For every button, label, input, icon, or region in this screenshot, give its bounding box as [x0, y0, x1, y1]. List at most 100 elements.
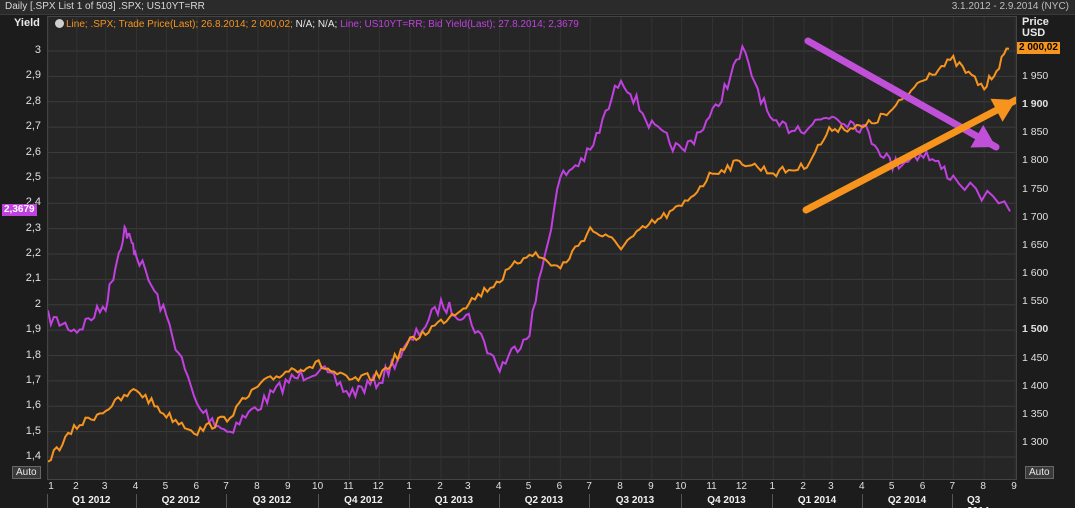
quarter-separator: [409, 494, 411, 508]
right-tick-label: 1 500: [1022, 323, 1049, 336]
quarter-separator: [135, 494, 137, 508]
left-axis-label: Yield: [14, 17, 40, 29]
month-tick-label: 4: [132, 481, 139, 492]
right-tick-label: 1 700: [1022, 210, 1049, 223]
chart-title: Daily [.SPX List 1 of 503] .SPX; US10YT=…: [5, 1, 205, 12]
quarter-label: Q3 2013: [615, 495, 655, 506]
month-tick-label: 9: [284, 481, 291, 492]
quarter-separator: [226, 494, 228, 508]
price-value-badge: 2 000,02: [1017, 41, 1060, 54]
currency-label: USD: [1022, 27, 1046, 39]
plot-area[interactable]: [47, 16, 1017, 480]
right-tick-label: 1 300: [1022, 436, 1049, 448]
quarter-label: Q2 2012: [161, 495, 200, 506]
left-auto-button[interactable]: Auto: [12, 466, 41, 479]
quarter-label: Q3 2012: [252, 495, 292, 506]
yield-value-badge: 2,3679: [2, 204, 37, 217]
quarter-label: Q2 2013: [524, 495, 564, 506]
month-tick-label: 5: [888, 481, 895, 492]
month-tick-label: 8: [617, 481, 623, 492]
quarter-separator: [680, 494, 682, 508]
month-tick-label: 3: [101, 481, 108, 492]
month-tick-label: 1: [769, 481, 776, 492]
left-tick-label: 2,8: [25, 94, 41, 107]
left-axis[interactable]: 3 2,9 2,8 2,7 2,6 2,5 2,4 2,3 2,2 2,1 2 1,9 1,8 1,7 1,…: [0, 16, 47, 480]
month-tick-label: 4: [859, 481, 865, 492]
left-tick-label: 2,9: [25, 69, 41, 82]
month-tick-label: 2: [73, 481, 79, 492]
left-tick-label: 1,7: [25, 373, 41, 386]
quarter-separator: [861, 494, 863, 508]
right-axis[interactable]: 1 950 1 900 1 850 1 800 1 750 1 700 1 650 1 600…: [1017, 16, 1075, 480]
legend-yield: Line; US10YT=RR; Bid Yield(Last); 27.8.2…: [340, 19, 579, 30]
left-tick-label: 2,2: [25, 247, 41, 259]
left-tick-label: 1,8: [25, 348, 41, 361]
left-tick-label: 2,5: [25, 170, 41, 183]
right-tick-label: 1 950: [1022, 70, 1049, 82]
month-tick-label: 6: [556, 481, 563, 492]
left-tick-label: 2: [34, 297, 41, 310]
right-tick-label: 1 850: [1022, 126, 1049, 139]
month-tick-label: 3: [465, 481, 471, 492]
price-label: Price: [1022, 16, 1049, 28]
quarter-separator: [952, 494, 954, 508]
left-tick-label: 2,3: [25, 221, 41, 234]
month-tick-label: 6: [193, 481, 199, 492]
right-tick-label: 1 750: [1022, 182, 1049, 195]
chart-svg: [48, 17, 1016, 479]
quarter-separator: [772, 494, 774, 508]
yield-series-line: [48, 43, 1011, 434]
quarter-separator: [498, 494, 500, 508]
right-tick-label: 1 900: [1022, 98, 1049, 111]
quarter-label: Q4 2013: [707, 495, 746, 506]
month-tick-label: 10: [312, 481, 324, 492]
month-tick-label: 1: [406, 481, 412, 492]
date-range: 3.1.2012 - 2.9.2014 (NYC): [951, 1, 1069, 12]
right-tick-label: 1 600: [1022, 267, 1049, 280]
month-tick-label: 5: [162, 481, 169, 492]
right-auto-button[interactable]: Auto: [1025, 466, 1054, 479]
quarter-label: Q1 2014: [797, 495, 837, 506]
month-tick-label: 1: [48, 481, 54, 492]
right-tick-label: 1 450: [1022, 351, 1049, 364]
quarter-separator: [317, 494, 319, 508]
month-tick-label: 7: [586, 481, 592, 492]
left-tick-label: 1,9: [25, 323, 41, 336]
month-tick-label: 11: [343, 481, 354, 492]
clock-icon[interactable]: [55, 19, 64, 28]
quarter-separator: [589, 494, 591, 508]
month-tick-label: 7: [223, 481, 229, 492]
window-header: Daily [.SPX List 1 of 503] .SPX; US10YT=…: [0, 0, 1075, 15]
left-tick-label: 1,4: [25, 450, 41, 462]
right-tick-label: 1 650: [1022, 238, 1049, 251]
time-axis[interactable]: 1 2 3 4 5 6 7 8 9 10 11 12 1 2 3 4 5 6 7 8 9 10 11 12 1 2 3 4 5 6 7 8 9 Q…: [47, 480, 1017, 508]
month-tick-label: 8: [980, 481, 986, 492]
quarter-label: Q1 2013: [434, 495, 474, 506]
left-tick-label: 2,1: [25, 272, 41, 285]
legend[interactable]: Line; .SPX; Trade Price(Last); 26.8.2014…: [55, 19, 579, 30]
month-tick-label: 5: [525, 481, 532, 492]
legend-spx: Line; .SPX; Trade Price(Last); 26.8.2014…: [66, 19, 293, 30]
month-tick-label: 12: [372, 481, 384, 492]
month-tick-label: 9: [1011, 481, 1017, 492]
quarter-label: Q2 2014: [887, 495, 927, 506]
spx-series-line: [48, 47, 1010, 463]
month-tick-label: 2: [800, 481, 806, 492]
right-tick-label: 1 400: [1022, 379, 1049, 392]
month-tick-label: 4: [495, 481, 502, 492]
left-tick-label: 3: [34, 44, 41, 56]
right-tick-label: 1 800: [1022, 154, 1049, 167]
quarter-separator: [47, 494, 48, 508]
left-tick-label: 2,7: [25, 120, 41, 133]
month-tick-label: 9: [648, 481, 654, 492]
month-tick-label: 7: [949, 481, 956, 492]
quarter-label: Q3 2014: [966, 495, 989, 508]
uptrend-arrow: [802, 96, 1016, 214]
month-tick-label: 2: [437, 481, 443, 492]
month-tick-label: 10: [675, 481, 687, 492]
month-tick-label: 12: [735, 481, 747, 492]
left-tick-label: 1,5: [25, 424, 41, 437]
legend-na: N/A; N/A;: [295, 19, 338, 30]
quarter-label: Q1 2012: [72, 495, 111, 506]
